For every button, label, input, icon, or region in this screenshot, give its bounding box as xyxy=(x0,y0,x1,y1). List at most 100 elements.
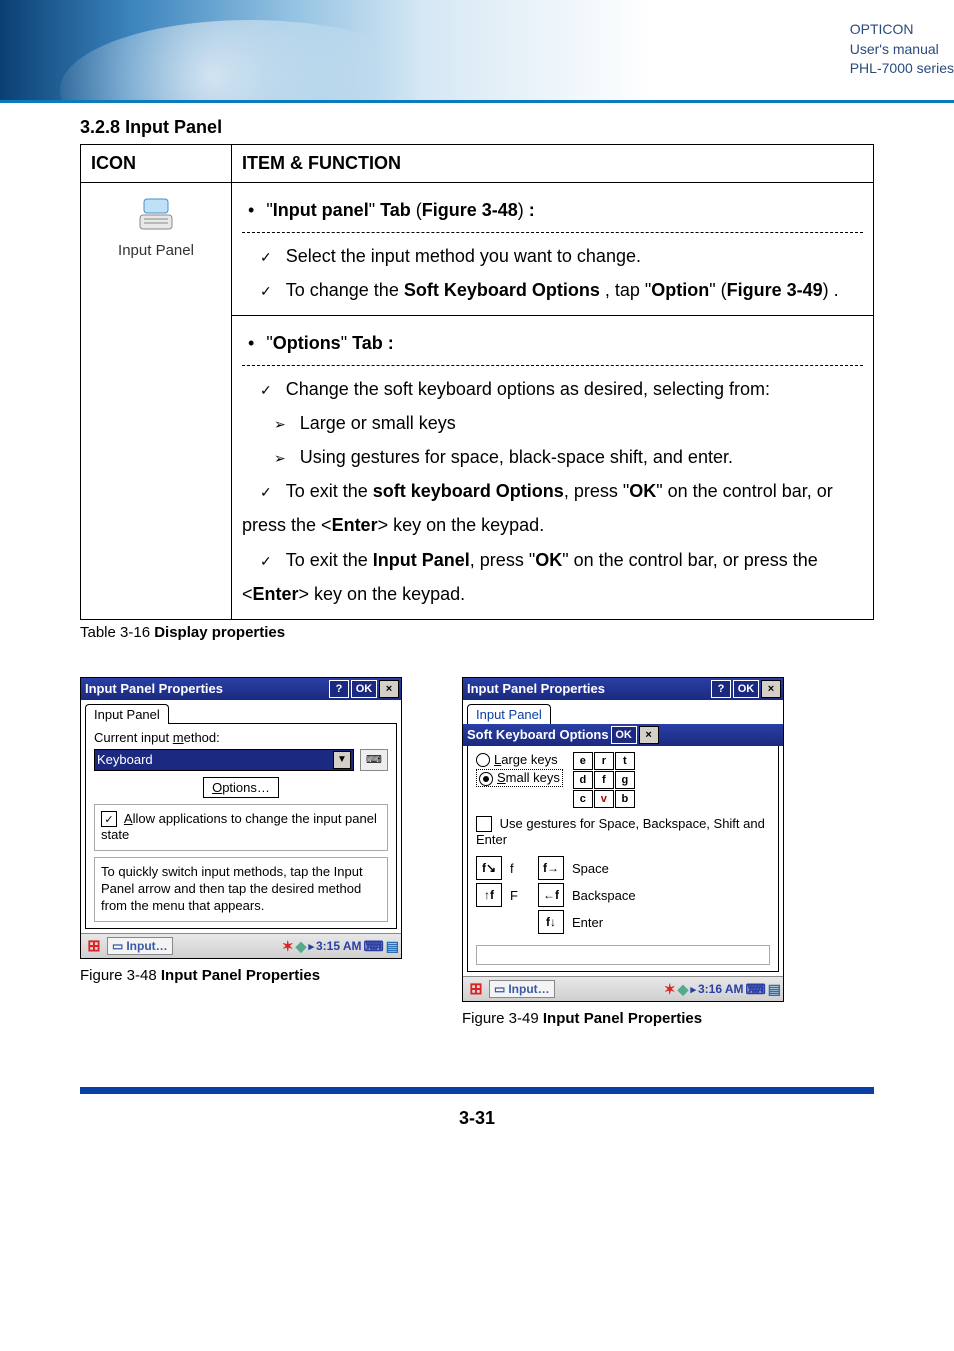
tray-icon-2[interactable]: ◆ xyxy=(296,938,307,955)
block2-check1: Change the soft keyboard options as desi… xyxy=(242,372,863,406)
shot2-col: Input Panel Properties ? OK × Input Pane… xyxy=(462,677,784,1028)
gesture-col-right: f→ Space ←f Backspace f↓ Enter xyxy=(538,853,636,937)
start-button[interactable]: ⊞ xyxy=(83,936,105,956)
block2-c1: Change the soft keyboard options as desi… xyxy=(242,372,863,406)
allow-text: Allow applications to change the input p… xyxy=(101,811,377,843)
shot1-tab[interactable]: Input Panel xyxy=(85,704,169,724)
key-preview: e r t d f g c v b xyxy=(573,752,635,808)
shot2-title: Input Panel Properties xyxy=(467,681,605,696)
tips-box: To quickly switch input methods, tap the… xyxy=(94,857,388,922)
shot1-taskbar: ⊞ ▭ Input… ✶ ◆ ▸ 3:15 AM ⌨ ▤ xyxy=(81,933,401,958)
section-title: Input Panel xyxy=(125,117,222,137)
block1-cell: "Input panel" Tab (Figure 3-48) : Select… xyxy=(232,183,874,316)
help-button[interactable]: ? xyxy=(711,680,731,698)
start-button[interactable]: ⊞ xyxy=(465,979,487,999)
block1-list: Select the input method you want to chan… xyxy=(242,239,863,307)
sip-icon[interactable]: ⌨ xyxy=(364,938,384,955)
block2-c2: To exit the soft keyboard Options, press… xyxy=(242,474,863,542)
shot1-col: Input Panel Properties ? OK × Input Pane… xyxy=(80,677,402,1028)
gesture-icon: ←f xyxy=(538,883,564,907)
close-button[interactable]: × xyxy=(639,726,659,744)
method-combo[interactable]: Keyboard ▼ xyxy=(94,749,354,771)
icon-label: Input Panel xyxy=(91,242,221,259)
gesture-icon: f↘ xyxy=(476,856,502,880)
tray-icon-1[interactable]: ✶ xyxy=(664,981,676,998)
section-number: 3.2.8 xyxy=(80,117,120,137)
close-button[interactable]: × xyxy=(761,680,781,698)
g-enter: Enter xyxy=(572,915,603,930)
banner-graphic xyxy=(0,0,654,100)
help-button[interactable]: ? xyxy=(329,680,349,698)
desktop-icon[interactable]: ▤ xyxy=(768,981,781,998)
empty-box xyxy=(476,945,770,965)
block1-item2: To change the Soft Keyboard Options , ta… xyxy=(242,273,863,307)
combo-value: Keyboard xyxy=(97,752,153,767)
ok-button[interactable]: OK xyxy=(733,680,759,698)
ok-button[interactable]: OK xyxy=(351,680,377,698)
radio-large[interactable] xyxy=(476,753,490,767)
col-item: ITEM & FUNCTION xyxy=(232,145,874,183)
gestures-checkbox[interactable] xyxy=(476,816,492,832)
icon-cell: Input Panel xyxy=(81,183,232,620)
block2-a1: Large or small keys xyxy=(242,406,863,440)
g-backspace: Backspace xyxy=(572,888,636,903)
gesture-icon: f→ xyxy=(538,856,564,880)
task-button[interactable]: ▭ Input… xyxy=(107,937,173,955)
shot1-window: Input Panel Properties ? OK × Input Pane… xyxy=(80,677,402,959)
allow-box: ✓ Allow applications to change the input… xyxy=(94,804,388,852)
shot1-titlebar: Input Panel Properties ? OK × xyxy=(81,678,401,700)
large-keys-row[interactable]: Large keys xyxy=(476,752,563,768)
task-icon: ▭ xyxy=(494,982,505,996)
shot1-title: Input Panel Properties xyxy=(85,681,223,696)
method-label: Current input method: xyxy=(94,730,388,745)
tray-icon-2[interactable]: ◆ xyxy=(678,981,689,998)
tray: ✶ ◆ ▸ 3:16 AM ⌨ ▤ xyxy=(664,981,781,998)
gesture-icon: f↓ xyxy=(538,910,564,934)
shot1-tabstrip: Input Panel xyxy=(81,700,401,724)
input-panel-icon xyxy=(91,197,221,238)
ok-button[interactable]: OK xyxy=(611,726,637,744)
section-heading: 3.2.8 Input Panel xyxy=(80,117,874,138)
close-button[interactable]: × xyxy=(379,680,399,698)
sip-icon[interactable]: ⌨ xyxy=(746,981,766,998)
small-keys-row[interactable]: Small keys xyxy=(476,769,563,787)
shot2-titlebar: Input Panel Properties ? OK × xyxy=(463,678,783,700)
brand: OPTICON xyxy=(850,20,954,40)
fig2-caption: Figure 3-49 Input Panel Properties xyxy=(462,1010,784,1027)
screenshots-row: Input Panel Properties ? OK × Input Pane… xyxy=(80,677,874,1028)
g-space: Space xyxy=(572,861,609,876)
soft-kb-title: Soft Keyboard Options xyxy=(467,727,609,742)
tray: ✶ ◆ ▸ 3:15 AM ⌨ ▤ xyxy=(282,938,399,955)
block2-check2: To exit the soft keyboard Options, press… xyxy=(242,474,863,611)
clock: 3:15 AM xyxy=(316,939,362,953)
shot2-tab[interactable]: Input Panel xyxy=(467,704,551,724)
banner-text: OPTICON User's manual PHL-7000 series xyxy=(850,20,954,79)
soft-kb-titlebar: Soft Keyboard Options OK × xyxy=(463,724,783,746)
block2-heading-row: "Options" Tab : xyxy=(242,324,863,366)
clock: 3:16 AM xyxy=(698,982,744,996)
chevron-down-icon[interactable]: ▼ xyxy=(333,751,351,769)
options-button[interactable]: Options… xyxy=(203,777,279,798)
tray-arrow[interactable]: ▸ xyxy=(690,983,696,996)
tray-arrow[interactable]: ▸ xyxy=(308,940,314,953)
gestures-label: Use gestures for Space, Backspace, Shift… xyxy=(476,816,765,848)
col-icon: ICON xyxy=(81,145,232,183)
block1-heading: "Input panel" Tab (Figure 3-48) : xyxy=(242,195,863,226)
block1-heading-row: "Input panel" Tab (Figure 3-48) : xyxy=(242,191,863,233)
allow-checkbox[interactable]: ✓ xyxy=(101,811,117,827)
key-size-radios: Large keys Small keys xyxy=(476,752,563,787)
task-button[interactable]: ▭ Input… xyxy=(489,980,555,998)
tray-icon-1[interactable]: ✶ xyxy=(282,938,294,955)
gesture-col-left: f↘f ↑fF xyxy=(476,853,518,910)
radio-small[interactable] xyxy=(479,772,493,786)
shot2-taskbar: ⊞ ▭ Input… ✶ ◆ ▸ 3:16 AM ⌨ ▤ xyxy=(463,976,783,1001)
shot2-window: Input Panel Properties ? OK × Input Pane… xyxy=(462,677,784,1003)
table-caption: Table 3-16 Display properties xyxy=(80,624,874,641)
shot2-tabstrip: Input Panel xyxy=(463,700,783,724)
desktop-icon[interactable]: ▤ xyxy=(386,938,399,955)
method-row: Keyboard ▼ ⌨ xyxy=(94,749,388,771)
block2-cell: "Options" Tab : Change the soft keyboard… xyxy=(232,315,874,619)
header-banner: OPTICON User's manual PHL-7000 series xyxy=(0,0,954,103)
doc-title: User's manual xyxy=(850,40,954,60)
block1-item1: Select the input method you want to chan… xyxy=(242,239,863,273)
